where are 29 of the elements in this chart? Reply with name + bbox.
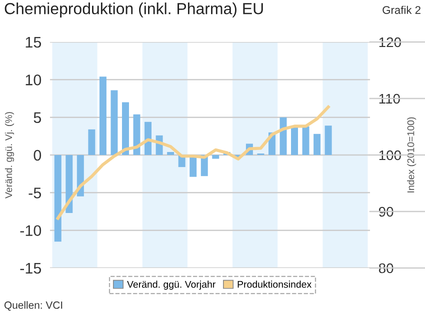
source-note: Quellen: VCI <box>4 301 62 311</box>
y-tick-label: 15 <box>26 37 42 48</box>
legend-label: Produktionsindex <box>238 280 312 288</box>
bar <box>324 126 332 155</box>
y-tick-label: 10 <box>26 74 42 86</box>
bar <box>314 134 321 155</box>
bar <box>122 102 129 155</box>
y-tick-label: 0 <box>34 150 42 161</box>
y-tick-label: -15 <box>20 263 42 274</box>
bar <box>280 117 287 155</box>
y2-axis-title: Index (2010=100) <box>407 117 416 192</box>
bar <box>110 90 118 155</box>
bar <box>291 126 298 155</box>
bar <box>66 155 73 214</box>
y-axis-title: Veränd. ggü. Vj. (%) <box>4 112 14 198</box>
y-tick-label: 5 <box>34 112 42 124</box>
line-series <box>56 105 330 220</box>
bar <box>133 114 140 155</box>
y-tick-label: -5 <box>28 188 42 198</box>
legend-label: Veränd. ggü. Vorjahr <box>127 280 216 290</box>
bar <box>302 126 310 155</box>
bar <box>167 152 174 155</box>
y-tick-label: -10 <box>20 225 42 236</box>
chart-title: Chemieproduktion (inkl. Pharma) EU <box>4 2 263 18</box>
bar <box>88 129 96 155</box>
bar <box>99 76 106 155</box>
text: Grafik 2 <box>382 6 420 14</box>
bar <box>54 155 62 242</box>
bar <box>212 155 220 159</box>
